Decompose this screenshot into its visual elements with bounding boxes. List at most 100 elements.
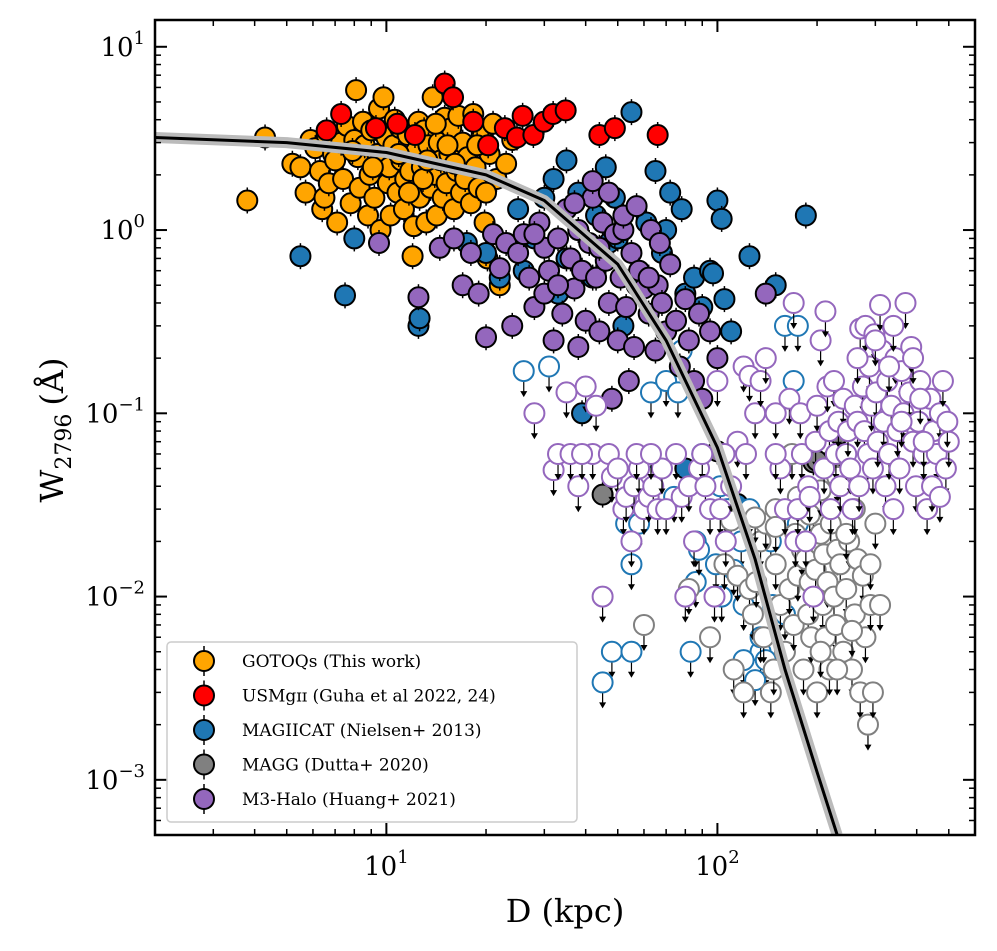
- upper-limit-point: [759, 681, 782, 704]
- legend-entry: M3-Halo (Huang+ 2021): [193, 784, 456, 814]
- legend-label: GOTOQs (This work): [242, 652, 421, 672]
- data-point: [648, 231, 671, 254]
- upper-limit-arrowhead: [672, 473, 680, 480]
- upper-limit-arrowhead: [898, 441, 906, 448]
- upper-limit-point: [691, 442, 714, 465]
- upper-limit-arrowhead: [520, 391, 528, 398]
- legend-entry: MAGG (Dutta+ 2020): [193, 749, 429, 780]
- data-point: [368, 231, 391, 254]
- upper-limit-arrowhead: [772, 584, 780, 591]
- upper-limit-arrowhead: [806, 516, 814, 523]
- x-axis-label: D (kpc): [506, 892, 625, 930]
- data-point: [523, 223, 546, 246]
- upper-limit-point: [813, 457, 836, 480]
- data-point: [289, 156, 312, 179]
- upper-limit-point: [764, 553, 787, 576]
- data-point: [542, 167, 565, 190]
- upper-limit-point: [839, 457, 862, 480]
- upper-limit-arrowhead: [740, 624, 748, 631]
- upper-limit-arrowhead: [825, 689, 833, 696]
- upper-limit-point: [744, 402, 767, 425]
- legend-label: USMgɪɪ (Guha et al 2022, 24): [242, 687, 496, 707]
- upper-limit-arrowhead: [871, 543, 879, 550]
- data-point: [547, 274, 570, 297]
- upper-limit-arrowhead: [939, 401, 947, 408]
- upper-limit-arrowhead: [854, 441, 862, 448]
- upper-limit-arrowhead: [740, 712, 748, 719]
- upper-limit-arrowhead: [885, 473, 893, 480]
- upper-limit-arrowhead: [627, 671, 635, 678]
- data-point: [475, 326, 498, 349]
- upper-limit-arrowhead: [711, 616, 719, 623]
- upper-limit-point: [814, 300, 837, 323]
- upper-limit-point: [934, 457, 957, 480]
- data-point: [507, 241, 530, 264]
- data-point: [459, 241, 482, 264]
- y-tick-label: 10−2: [85, 578, 145, 613]
- upper-limit-arrowhead: [854, 378, 862, 385]
- upper-limit-point: [778, 387, 801, 410]
- upper-limit-point: [585, 394, 608, 417]
- upper-limit-arrowhead: [788, 473, 796, 480]
- upper-limit-point: [794, 530, 817, 553]
- data-point: [702, 262, 725, 285]
- upper-limit-point: [699, 626, 722, 649]
- upper-limit-point: [888, 457, 911, 480]
- upper-limit-point: [878, 355, 901, 378]
- legend-marker: [193, 753, 215, 776]
- data-point: [289, 245, 312, 268]
- upper-limit-point: [674, 585, 697, 608]
- upper-limit-point: [764, 515, 787, 538]
- upper-limit-arrowhead: [871, 360, 879, 367]
- upper-limit-arrowhead: [562, 412, 570, 419]
- upper-limit-arrowhead: [785, 608, 793, 615]
- data-point: [315, 119, 338, 142]
- upper-limit-arrowhead: [654, 529, 662, 536]
- data-point: [555, 149, 578, 172]
- upper-limit-arrowhead: [827, 529, 835, 536]
- upper-limit-arrowhead: [928, 506, 936, 513]
- upper-limit-arrowhead: [730, 589, 738, 596]
- data-point: [495, 152, 518, 175]
- upper-limit-point: [835, 577, 858, 600]
- upper-limit-arrowhead: [662, 529, 670, 536]
- data-point: [650, 291, 673, 314]
- upper-limit-arrowhead: [790, 322, 798, 329]
- upper-limit-point: [754, 347, 777, 370]
- upper-limit-point: [650, 457, 673, 480]
- data-point: [547, 227, 570, 250]
- upper-limit-arrowhead: [670, 516, 678, 523]
- upper-limit-point: [874, 475, 897, 498]
- upper-limit-point: [912, 430, 935, 453]
- legend-box: [166, 641, 578, 823]
- upper-limit-point: [714, 530, 737, 553]
- data-point: [294, 181, 317, 204]
- data-point: [623, 336, 646, 359]
- upper-limit-point: [782, 291, 805, 314]
- upper-limit-point: [869, 293, 892, 316]
- series-m3-halo-upper-limits: [523, 291, 960, 623]
- upper-limit-point: [864, 512, 887, 535]
- upper-limit-point: [802, 585, 825, 608]
- upper-limit-point: [861, 681, 884, 704]
- y-tick-label: 101: [100, 28, 145, 63]
- data-point: [670, 198, 693, 221]
- upper-limit-point: [512, 360, 535, 383]
- data-point: [585, 266, 608, 289]
- upper-limit-arrowhead: [856, 712, 864, 719]
- upper-limit-point: [936, 410, 959, 433]
- upper-limit-arrowhead: [848, 650, 856, 657]
- upper-limit-arrowhead: [855, 506, 863, 513]
- upper-limit-point: [835, 522, 858, 545]
- upper-limit-arrowhead: [752, 602, 760, 609]
- upper-limit-point: [679, 640, 702, 663]
- plot-frame: [153, 18, 977, 837]
- upper-limit-arrowhead: [742, 473, 750, 480]
- data-point: [597, 181, 620, 204]
- data-point: [511, 104, 534, 127]
- upper-limit-arrowhead: [762, 378, 770, 385]
- upper-limit-point: [798, 485, 821, 508]
- data-point: [710, 207, 733, 230]
- upper-limit-arrowhead: [943, 441, 951, 448]
- upper-limit-arrowhead: [896, 488, 904, 495]
